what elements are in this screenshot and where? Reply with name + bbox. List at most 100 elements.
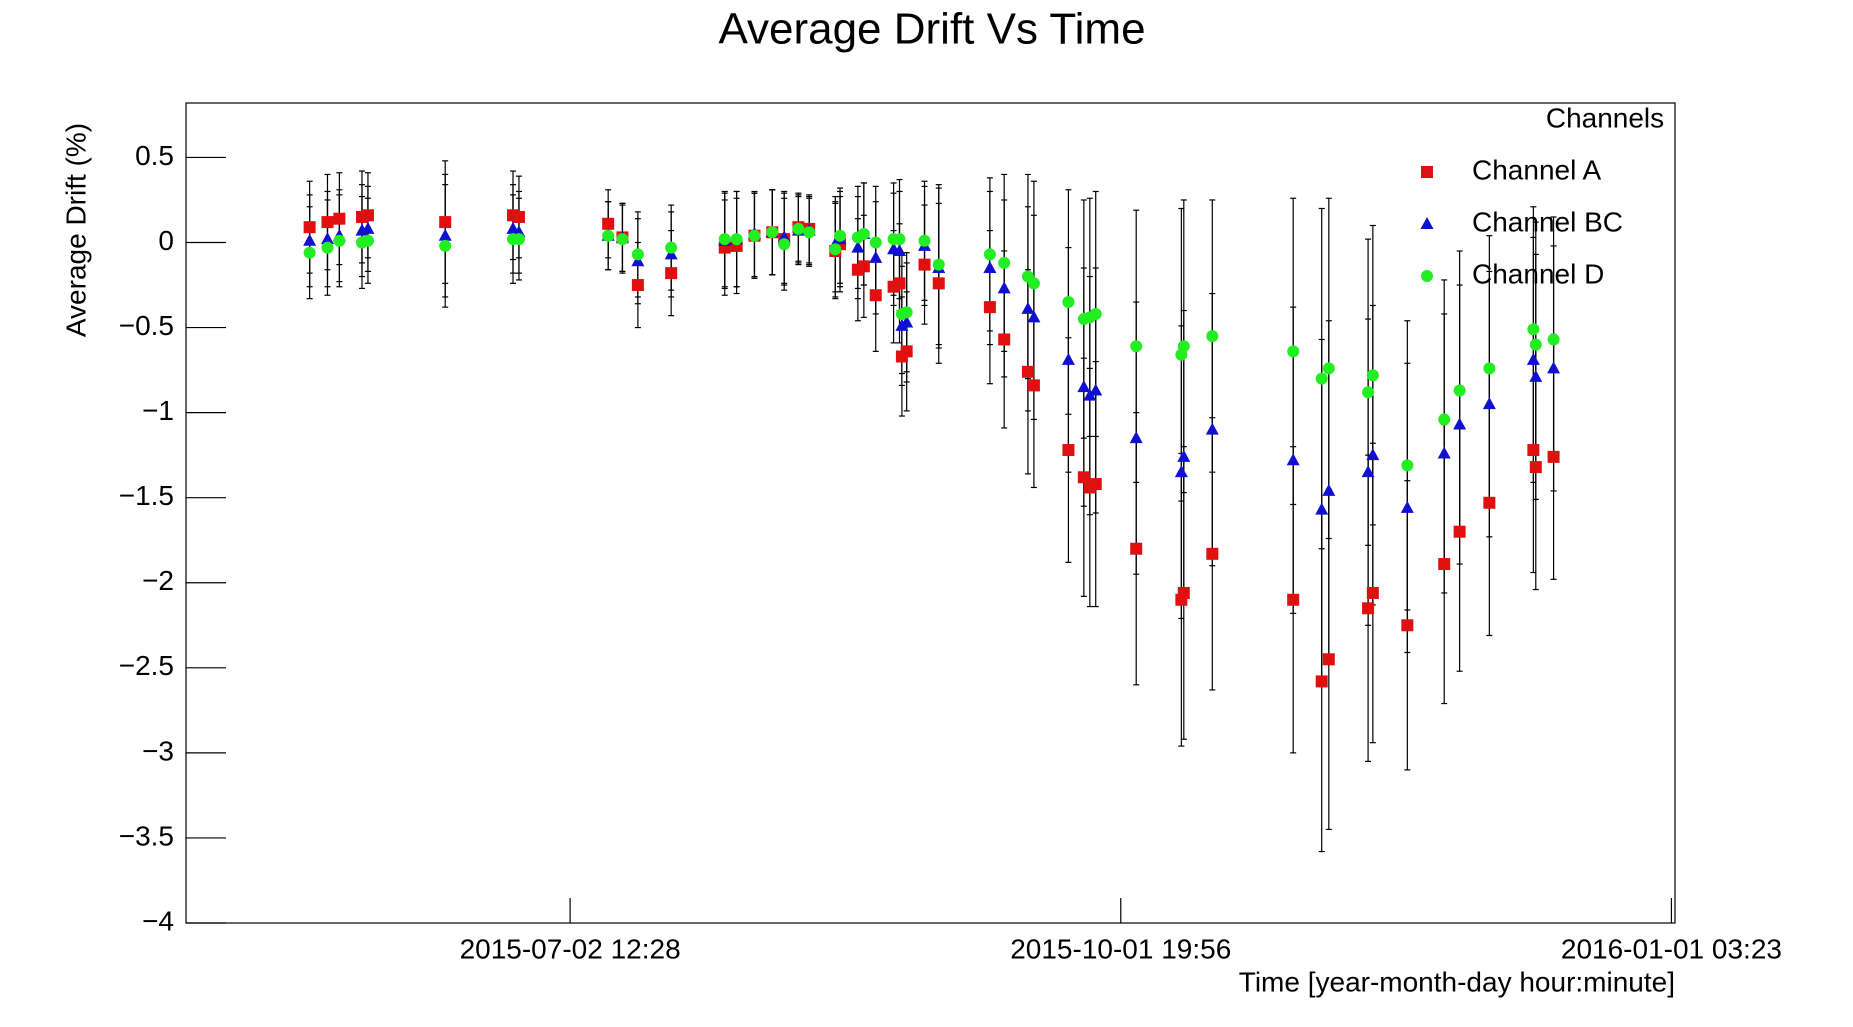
data-point bbox=[983, 261, 997, 274]
data-point bbox=[333, 212, 346, 225]
data-point bbox=[1482, 397, 1496, 410]
data-point bbox=[361, 209, 374, 222]
data-point bbox=[900, 306, 913, 319]
data-point bbox=[1077, 471, 1090, 484]
data-point bbox=[1315, 372, 1328, 385]
data-point bbox=[892, 244, 906, 257]
data-point bbox=[1453, 417, 1467, 430]
data-point bbox=[1526, 352, 1540, 365]
data-point bbox=[1089, 383, 1103, 396]
data-point bbox=[1177, 340, 1190, 353]
data-point bbox=[1206, 330, 1219, 343]
y-tick-label: 0.5 bbox=[135, 140, 174, 171]
data-point bbox=[1205, 422, 1219, 435]
data-point bbox=[1527, 323, 1540, 336]
data-point bbox=[900, 345, 913, 358]
data-point bbox=[1322, 653, 1335, 666]
data-point bbox=[857, 260, 870, 273]
data-point bbox=[1361, 465, 1375, 478]
data-point bbox=[1130, 340, 1143, 353]
data-point bbox=[1315, 502, 1329, 515]
data-point bbox=[321, 216, 334, 229]
data-point bbox=[665, 267, 678, 280]
data-point bbox=[900, 315, 914, 328]
y-tick-label: −3.5 bbox=[119, 820, 174, 851]
data-point bbox=[1021, 365, 1034, 378]
data-point bbox=[1287, 593, 1300, 606]
data-point bbox=[869, 236, 882, 249]
data-point bbox=[303, 246, 316, 259]
data-point bbox=[1062, 444, 1075, 457]
data-point bbox=[303, 221, 316, 234]
y-tick-label: −2.5 bbox=[119, 650, 174, 681]
data-point bbox=[1061, 352, 1075, 365]
data-point bbox=[1366, 586, 1379, 599]
data-point bbox=[1077, 380, 1091, 393]
y-axis-title: Average Drift (%) bbox=[60, 123, 91, 337]
data-point bbox=[303, 233, 317, 246]
data-point bbox=[834, 229, 847, 242]
data-point bbox=[1547, 361, 1561, 374]
data-point bbox=[321, 241, 334, 254]
data-point bbox=[665, 241, 678, 254]
legend-label: Channel D bbox=[1472, 258, 1604, 289]
data-point bbox=[1547, 450, 1560, 463]
data-point bbox=[1362, 602, 1375, 615]
data-point bbox=[512, 210, 525, 223]
data-point bbox=[918, 234, 931, 247]
legend-label: Channel A bbox=[1472, 154, 1602, 185]
data-point bbox=[1483, 362, 1496, 375]
legend-title: Channels bbox=[1546, 102, 1664, 133]
data-point bbox=[439, 239, 452, 252]
data-point bbox=[1529, 461, 1542, 474]
y-tick-label: −4 bbox=[142, 905, 174, 936]
data-point bbox=[792, 222, 805, 235]
data-point bbox=[1174, 465, 1188, 478]
x-tick-label: 2015-10-01 19:56 bbox=[1010, 933, 1231, 964]
data-point bbox=[893, 277, 906, 290]
data-point bbox=[857, 227, 870, 240]
data-point bbox=[1362, 386, 1375, 399]
plot-frame bbox=[185, 102, 1676, 924]
data-point bbox=[803, 226, 816, 239]
data-point bbox=[320, 232, 334, 245]
data-point bbox=[616, 233, 629, 246]
data-point bbox=[1453, 384, 1466, 397]
legend-marker bbox=[1420, 217, 1434, 229]
data-point bbox=[1322, 362, 1335, 375]
data-point bbox=[602, 229, 615, 242]
data-point bbox=[893, 233, 906, 246]
data-point bbox=[602, 217, 615, 230]
data-point bbox=[361, 221, 375, 234]
data-point bbox=[829, 243, 842, 256]
legend-marker bbox=[1421, 166, 1433, 178]
data-point bbox=[1021, 301, 1035, 314]
data-point bbox=[998, 333, 1011, 346]
data-point bbox=[869, 250, 883, 263]
chart-title: Average Drift Vs Time bbox=[718, 5, 1145, 54]
data-point bbox=[1453, 525, 1466, 538]
data-point bbox=[997, 281, 1011, 294]
data-point bbox=[1089, 478, 1102, 491]
x-axis-title: Time [year-month-day hour:minute] bbox=[1239, 966, 1675, 997]
y-tick-label: −0.5 bbox=[119, 310, 174, 341]
data-point bbox=[1315, 675, 1328, 688]
data-point bbox=[1322, 483, 1336, 496]
data-point bbox=[1287, 345, 1300, 358]
data-point bbox=[1129, 431, 1143, 444]
data-point bbox=[1062, 296, 1075, 309]
y-tick-label: −3 bbox=[142, 735, 174, 766]
data-point bbox=[1177, 449, 1191, 462]
x-tick-label: 2016-01-01 03:23 bbox=[1561, 933, 1782, 964]
data-point bbox=[1130, 542, 1143, 555]
data-point bbox=[439, 216, 452, 229]
data-point bbox=[998, 256, 1011, 269]
data-point bbox=[361, 234, 374, 247]
data-point bbox=[748, 229, 761, 242]
data-point bbox=[512, 233, 525, 246]
data-point bbox=[1438, 558, 1451, 571]
data-point bbox=[1027, 277, 1040, 290]
data-point bbox=[766, 226, 779, 239]
x-tick-label: 2015-07-02 12:28 bbox=[460, 933, 681, 964]
